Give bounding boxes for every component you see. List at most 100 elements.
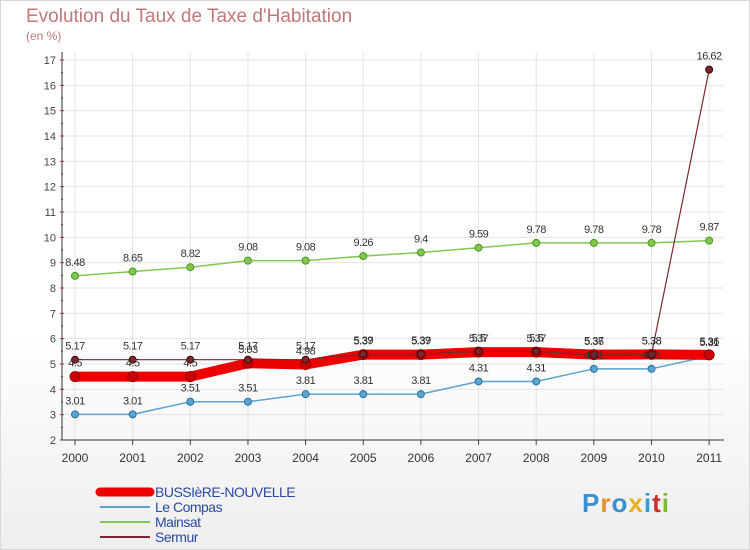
data-point (186, 355, 195, 364)
data-label: 5.5 (529, 332, 543, 344)
data-label: 9.78 (642, 224, 662, 236)
data-point (532, 377, 541, 386)
y-tick-label: 6 (50, 334, 56, 346)
data-label: 9.78 (584, 224, 604, 236)
data-point (589, 238, 598, 247)
data-label: 5.31 (699, 337, 719, 349)
data-label: 5.36 (699, 336, 719, 348)
data-label: 5.36 (584, 336, 604, 348)
logo-letter: r (600, 488, 612, 518)
data-point (705, 65, 714, 74)
data-label: 5.37 (411, 336, 431, 348)
data-label: 5.37 (354, 336, 374, 348)
data-label: 3.01 (65, 395, 85, 407)
grid (62, 52, 724, 441)
proxiti-logo: Proxiti (582, 488, 670, 519)
y-tick-label: 5 (50, 359, 56, 371)
logo-letter: t (652, 488, 662, 518)
data-label: 5.39 (354, 335, 374, 347)
data-label: 8.82 (181, 248, 201, 260)
data-label: 4.31 (469, 362, 489, 374)
data-point (359, 252, 368, 261)
data-label: 4.98 (296, 346, 316, 358)
data-label: 5.03 (238, 344, 258, 356)
y-tick-label: 4 (50, 384, 56, 396)
y-tick-label: 15 (44, 106, 56, 118)
data-point (416, 248, 425, 257)
y-tick-label: 10 (44, 232, 56, 244)
data-label: 4.81 (642, 350, 662, 362)
y-tick-label: 14 (44, 131, 56, 143)
data-point (359, 390, 368, 399)
data-point (474, 347, 483, 356)
data-point (705, 236, 714, 245)
data-point (301, 256, 310, 265)
data-label: 3.81 (411, 375, 431, 387)
data-label: 8.65 (123, 253, 143, 265)
y-tick-label: 2 (50, 435, 56, 447)
data-label: 9.08 (296, 242, 316, 254)
data-point (647, 238, 656, 247)
data-label: 4.5 (126, 358, 140, 370)
data-label: 8.48 (65, 257, 85, 269)
y-tick-label: 9 (50, 258, 56, 270)
data-label: 3.01 (123, 395, 143, 407)
data-point (243, 256, 252, 265)
data-label: 5.5 (472, 332, 486, 344)
data-label: 5.17 (181, 341, 201, 353)
data-point (243, 355, 252, 364)
data-point (532, 347, 541, 356)
data-label: 3.81 (354, 375, 374, 387)
data-point (301, 390, 310, 399)
data-point (69, 371, 81, 383)
logo-letter: x (628, 488, 644, 518)
legend-label: BUSSIèRE-NOUVELLE (155, 484, 295, 500)
data-label: 9.26 (354, 237, 374, 249)
x-tick-label: 2002 (177, 451, 204, 465)
legend-label: Sermur (155, 529, 199, 545)
chart-title: Evolution du Taux de Taxe d'Habitation (26, 6, 353, 27)
data-point (243, 397, 252, 406)
x-tick-label: 2011 (696, 451, 722, 465)
data-label: 4.81 (584, 350, 604, 362)
x-tick-label: 2008 (523, 451, 550, 465)
data-point (301, 355, 310, 364)
data-label: 9.08 (238, 242, 258, 254)
chart-subtitle: (en %) (26, 29, 62, 43)
data-point (127, 371, 139, 383)
data-labels: 3.01 3.01 3.51 3.51 3.81 3.81 3.81 4.31 4.31 4.81… (65, 51, 722, 408)
x-tick-label: 2004 (292, 451, 319, 465)
data-point (359, 350, 368, 359)
x-tick-label: 2001 (119, 451, 146, 465)
y-tick-label: 3 (50, 410, 56, 422)
data-point (71, 410, 79, 419)
y-tick-label: 12 (44, 182, 56, 194)
data-label: 5.37 (526, 333, 546, 345)
data-point (71, 355, 79, 364)
x-tick-label: 2003 (235, 451, 262, 465)
series-line-2 (74, 239, 710, 277)
series-lines (69, 65, 715, 419)
logo-letter: i (643, 488, 653, 518)
data-label: 3.51 (181, 383, 201, 395)
logo-letter: o (611, 488, 629, 518)
data-label: 9.87 (699, 222, 719, 234)
data-point (128, 267, 137, 276)
data-label: 3.51 (238, 383, 258, 395)
y-tick-label: 11 (45, 207, 56, 219)
legend-label: Mainsat (155, 514, 201, 530)
data-label: 4.31 (526, 362, 546, 374)
data-label: 9.4 (414, 234, 428, 246)
axes: 2 3 4 5 6 7 8 9 10 11 12 13 14 15 16 17 2000 2001 2002 2003… (44, 52, 724, 465)
y-tick-label: 13 (44, 156, 56, 168)
y-tick-label: 8 (50, 283, 56, 295)
data-label: 5.17 (238, 341, 258, 353)
x-tick-label: 2005 (350, 451, 377, 465)
data-label: 9.78 (526, 224, 546, 236)
data-label: 16.62 (697, 51, 722, 63)
legend-label: Le Compas (155, 499, 223, 515)
data-label: 5.37 (469, 333, 489, 345)
logo-letter: P (582, 488, 601, 518)
